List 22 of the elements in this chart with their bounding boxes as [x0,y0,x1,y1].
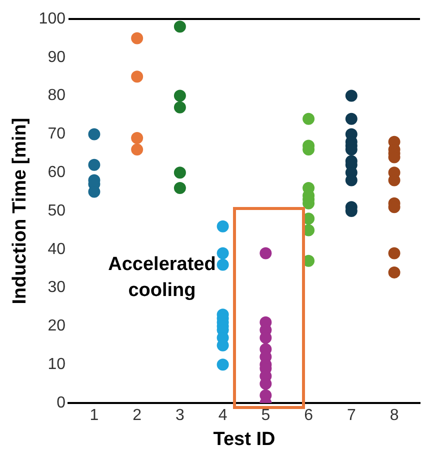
x-tick-label: 7 [346,407,356,424]
y-tick-label: 100 [38,10,66,28]
y-tick-label: 80 [48,87,66,104]
y-tick-label: 70 [48,126,66,143]
x-tick-label: 2 [132,407,142,424]
x-tick-label: 4 [218,407,228,424]
x-tick-label: 8 [390,407,399,424]
y-tick-label: 30 [48,279,66,296]
x-tick-label: 3 [175,407,184,424]
x-tick-label: 1 [90,407,99,424]
x-tick-label: 6 [304,407,314,424]
x-axis-title: Test ID [213,428,276,450]
y-axis-title: Induction Time [min] [10,118,31,304]
y-tick-label: 20 [48,318,66,335]
x-tick-label: 5 [261,407,270,424]
y-tick-label: 60 [48,164,66,182]
y-tick-label: 10 [48,356,66,374]
y-tick-label: 90 [48,48,66,66]
y-tick-label: 0 [56,394,66,412]
annotation: Accelerated cooling [107,253,217,303]
y-tick-label: 50 [48,202,66,220]
y-tick-label: 40 [48,240,66,258]
